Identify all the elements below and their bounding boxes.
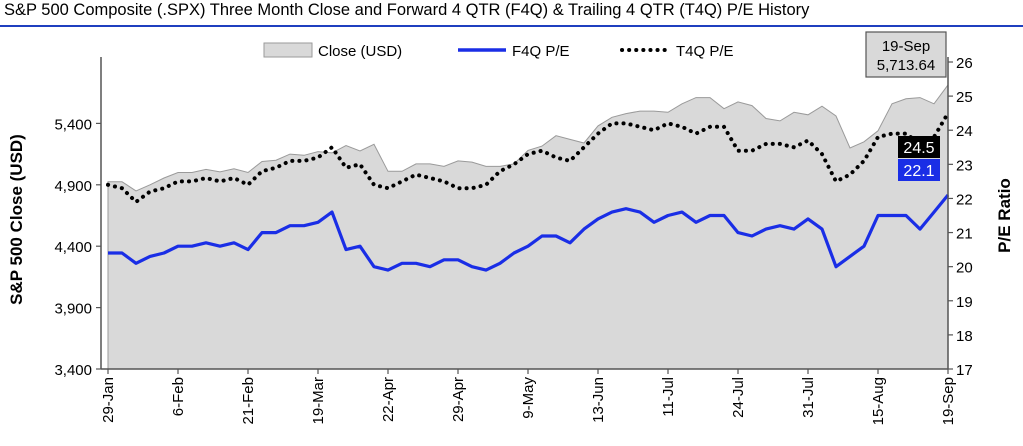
x-tick-label: 29-Jan bbox=[100, 377, 117, 423]
plot-area bbox=[106, 83, 950, 370]
f4q-callout-box bbox=[898, 159, 940, 181]
y2-tick-label: 18 bbox=[956, 328, 973, 345]
x-tick-label: 6-Feb bbox=[170, 377, 187, 416]
x-tick-label: 21-Feb bbox=[240, 377, 257, 425]
legend-swatch-close bbox=[263, 42, 313, 58]
legend-label-f4q: F4Q P/E bbox=[512, 43, 570, 60]
x-tick-label: 19-Sep bbox=[940, 377, 957, 425]
x-tick-label: 29-Apr bbox=[450, 377, 467, 422]
legend-label-t4q: T4Q P/E bbox=[676, 43, 734, 60]
y-tick-label: 3,400 bbox=[54, 362, 92, 379]
y-tick-label: 5,400 bbox=[54, 116, 92, 133]
y2-tick-label: 19 bbox=[956, 294, 973, 311]
y2-axis-title: P/E Ratio bbox=[995, 178, 1014, 253]
x-tick-label: 15-Aug bbox=[870, 377, 887, 425]
y2-tick-label: 26 bbox=[956, 55, 973, 72]
y2-tick-label: 22 bbox=[956, 191, 973, 208]
series-close-area bbox=[107, 83, 949, 370]
legend-label-close: Close (USD) bbox=[318, 43, 402, 60]
x-tick-label: 24-Jul bbox=[730, 377, 747, 418]
series-t4q-line bbox=[106, 111, 950, 205]
y2-tick-label: 21 bbox=[956, 226, 973, 243]
y2-tick-label: 20 bbox=[956, 260, 973, 277]
legend: Close (USD) F4Q P/E T4Q P/E bbox=[263, 42, 734, 60]
y2-tick-label: 23 bbox=[956, 157, 973, 174]
t4q-callout-box bbox=[898, 136, 940, 158]
title-underline bbox=[0, 25, 1023, 27]
x-tick-label: 19-Mar bbox=[310, 377, 327, 425]
y2-tick-label: 17 bbox=[956, 362, 973, 379]
x-tick-label: 13-Jun bbox=[590, 377, 607, 423]
callouts: 19-Sep 5,713.64 24.5 22.1 bbox=[865, 31, 947, 181]
axes: 3,400 3,900 4,400 4,900 5,400 17 18 19 20 21 22 23 2… bbox=[7, 55, 1014, 425]
close-callout-value: 5,713.64 bbox=[877, 57, 935, 74]
y2-tick-label: 24 bbox=[956, 123, 973, 140]
x-tick-label: 22-Apr bbox=[380, 377, 397, 422]
x-tick-label: 31-Jul bbox=[800, 377, 817, 418]
x-tick-label: 9-May bbox=[520, 377, 537, 419]
close-callout-date: 19-Sep bbox=[882, 38, 930, 55]
y-axis-title: S&P 500 Close (USD) bbox=[7, 134, 26, 305]
x-tick-label: 11-Jul bbox=[660, 377, 677, 417]
y-tick-label: 4,900 bbox=[54, 178, 92, 195]
y-tick-label: 4,400 bbox=[54, 239, 92, 256]
y2-tick-label: 25 bbox=[956, 89, 973, 106]
chart-title: S&P 500 Composite (.SPX) Three Month Clo… bbox=[4, 1, 810, 19]
close-callout-box bbox=[865, 31, 947, 78]
y-tick-label: 3,900 bbox=[54, 301, 92, 318]
t4q-callout-value: 24.5 bbox=[903, 140, 934, 157]
series-f4q-line bbox=[108, 193, 950, 272]
f4q-callout-value: 22.1 bbox=[903, 163, 934, 180]
